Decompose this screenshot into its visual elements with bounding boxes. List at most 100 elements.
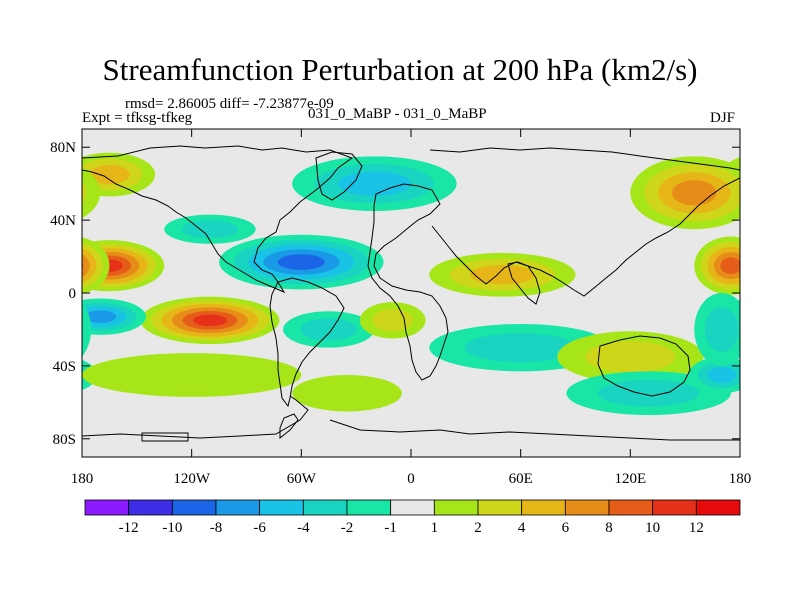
colorbar-label: 4 [518,520,526,536]
x-tick-label: 120E [614,471,646,487]
field-layer [0,152,789,416]
contour-band [82,181,87,205]
contour-band [707,366,737,384]
coastline-north-america [82,145,354,294]
contour-band [704,307,739,352]
y-tick-label: 0 [69,286,77,302]
coastline-south-america [269,277,345,408]
colorbar-label: 2 [474,520,482,536]
x-tick-label: 0 [407,471,415,487]
coastline-eurasia [429,147,740,297]
contour-band [747,165,788,184]
contour-band [464,333,577,363]
contour-band [469,265,535,285]
colorbar-box [128,499,173,516]
x-tick-label: 60W [287,471,317,487]
stats-line: rmsd= 2.86005 diff= -7.23877e-09 [125,96,334,112]
contour-band [585,341,676,373]
x-tick-label: 180 [71,471,94,487]
field-anomaly-12 [566,371,731,416]
coastline-india [507,261,541,305]
experiment-label: Expt = tfksg-tfkeg [82,110,193,126]
field-anomaly-16 [359,302,426,339]
coastline-australia [597,335,691,397]
colorbar-box [84,499,130,516]
field-anomaly-1 [140,296,280,345]
coastline-ross-shelf [141,432,189,442]
colorbar-label: -6 [253,520,266,536]
colorbar-box [652,499,697,516]
y-tick-label: 80N [50,140,76,156]
contour-band [277,254,325,270]
field-anomaly-7 [0,156,740,230]
colorbar-label: 6 [562,520,570,536]
colorbar-box [477,499,523,516]
coastline-greenland [315,151,363,201]
contour-band [82,353,302,397]
field-anomaly-18 [47,293,740,366]
colorbar-box [390,499,435,516]
field-anomaly-14 [82,353,302,397]
contour-band [300,318,357,341]
field-anomaly-5 [164,214,256,244]
chart-title: Streamfunction Perturbation at 200 hPa (… [102,52,698,87]
coastline-antarctica-peninsula [279,413,299,440]
colorbar-label: -1 [384,520,397,536]
x-tick-label: 120W [173,471,211,487]
comparison-label: 031_0_MaBP - 031_0_MaBP [308,106,487,122]
contour-band [82,254,90,278]
contour-band [734,165,740,184]
colorbar-label: 10 [645,520,660,536]
colorbar-label: -8 [210,520,223,536]
field-anomaly-2 [219,234,384,290]
colorbar-box [346,499,392,516]
contour-band [746,256,789,276]
colorbar-box [302,499,348,516]
contour-band [737,260,740,272]
contour-band [0,172,72,213]
contour-band [47,307,81,352]
y-tick-label: 40N [50,213,76,229]
contour-band [754,259,781,271]
contour-band [193,314,227,327]
colorbar-box [564,499,610,516]
colorbar-box [433,499,479,516]
y-tick-label: 40S [53,359,76,375]
contour-band [82,167,101,219]
contour-band [82,261,84,270]
field-anomaly-17 [292,375,402,412]
field-anomaly-8 [82,236,740,295]
season-label: DJF [710,110,736,126]
contour-band [742,310,774,323]
contour-band [337,171,412,196]
colorbar-label: -12 [119,520,139,536]
y-tick-label: 80S [53,432,76,448]
colorbar-label: 8 [605,520,613,536]
contour-band [181,220,239,239]
contour-band [84,310,117,324]
coastlines [82,145,740,442]
coastline-antarctica [82,395,740,441]
field-anomaly-15 [283,311,375,348]
colorbar-label: -4 [297,520,310,536]
coastline-europe-africa [367,183,449,381]
colorbar-box [521,499,566,516]
colorbar-box [171,499,217,516]
contour-band [720,257,740,274]
axes: 180 120W 60W 0 60E 120E 180 80N 40N 0 40S 80S [50,129,751,487]
colorbar-box [695,499,741,516]
contour-band [372,309,413,332]
contour-band [672,180,717,206]
contour-band [82,302,92,357]
field-anomaly-9 [429,252,576,297]
x-tick-label: 180 [729,471,752,487]
colorbar-box [608,499,654,516]
colorbar-label: -10 [162,520,182,536]
colorbar-label: 1 [431,520,439,536]
field-anomaly-11 [557,331,704,383]
contour-band [597,379,700,407]
contour-band [14,180,59,205]
colorbar-label: -2 [341,520,354,536]
